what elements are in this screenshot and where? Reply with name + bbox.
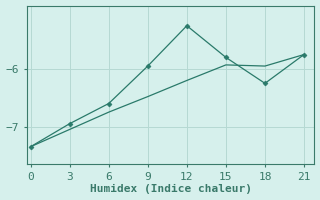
X-axis label: Humidex (Indice chaleur): Humidex (Indice chaleur) xyxy=(90,184,252,194)
